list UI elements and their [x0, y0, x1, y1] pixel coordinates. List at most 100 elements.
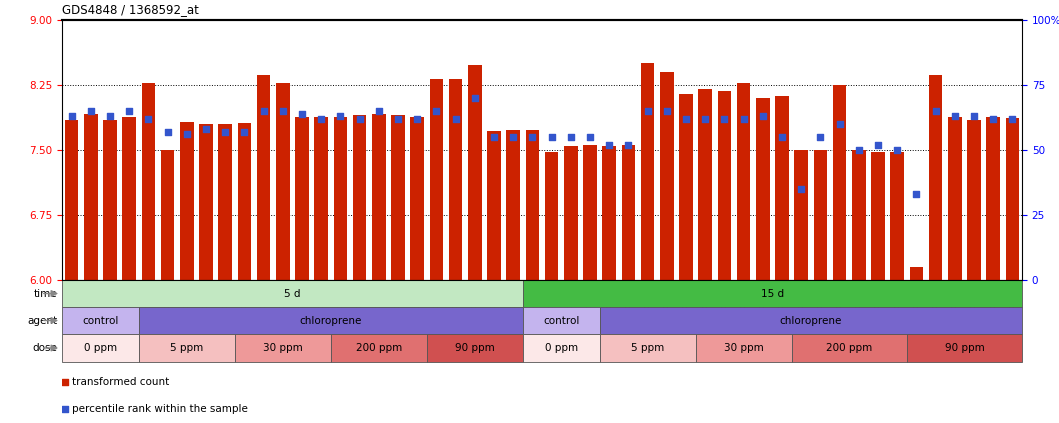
Point — [812, 134, 829, 140]
Bar — [62, 307, 139, 334]
Point — [524, 134, 541, 140]
Bar — [525, 130, 539, 280]
Text: 5 d: 5 d — [284, 288, 301, 299]
Bar — [506, 130, 520, 280]
Bar — [315, 117, 328, 280]
Point — [600, 141, 617, 148]
Text: 0 ppm: 0 ppm — [544, 343, 578, 353]
Bar — [161, 150, 175, 280]
Point — [352, 115, 369, 122]
Bar — [218, 124, 232, 280]
Bar — [794, 150, 808, 280]
Point — [716, 115, 733, 122]
Bar — [907, 334, 1022, 362]
Point — [831, 121, 848, 127]
Bar — [564, 146, 577, 280]
Text: 5 ppm: 5 ppm — [170, 343, 203, 353]
Bar — [852, 150, 865, 280]
Bar — [257, 74, 270, 280]
Point — [505, 134, 522, 140]
Point — [889, 147, 905, 154]
Bar — [330, 334, 427, 362]
Bar — [699, 89, 712, 280]
Bar — [660, 72, 674, 280]
Bar — [84, 114, 97, 280]
Text: 30 ppm: 30 ppm — [723, 343, 764, 353]
Point — [678, 115, 695, 122]
Text: 90 ppm: 90 ppm — [455, 343, 495, 353]
Bar — [468, 65, 482, 280]
Text: 0 ppm: 0 ppm — [84, 343, 116, 353]
Bar — [523, 334, 599, 362]
Text: agent: agent — [28, 316, 57, 326]
Bar — [62, 280, 523, 307]
Bar — [295, 117, 309, 280]
Bar — [813, 150, 827, 280]
Point — [236, 129, 253, 135]
Bar — [599, 307, 1022, 334]
Point — [83, 107, 100, 114]
Point — [850, 147, 867, 154]
Point — [562, 134, 579, 140]
Bar — [430, 79, 443, 280]
Point — [908, 191, 925, 198]
Bar — [123, 117, 136, 280]
Point — [371, 107, 388, 114]
Bar — [449, 79, 463, 280]
Point — [102, 113, 119, 120]
Bar — [641, 63, 654, 280]
Point — [485, 134, 502, 140]
Point — [1004, 115, 1021, 122]
Point — [447, 115, 464, 122]
Bar — [1006, 118, 1019, 280]
Bar — [104, 120, 116, 280]
Bar — [353, 115, 366, 280]
Bar — [545, 152, 558, 280]
Bar — [180, 122, 194, 280]
Point — [985, 115, 1002, 122]
Point — [793, 186, 810, 192]
Point — [390, 115, 407, 122]
Point — [293, 110, 310, 117]
Point — [428, 107, 445, 114]
Text: 15 d: 15 d — [760, 288, 784, 299]
Bar — [603, 146, 616, 280]
Point — [697, 115, 714, 122]
Point — [255, 107, 272, 114]
Text: time: time — [34, 288, 57, 299]
Point — [659, 107, 676, 114]
Bar — [718, 91, 731, 280]
Point — [947, 113, 964, 120]
Point — [56, 406, 73, 412]
Bar — [872, 152, 884, 280]
Point — [198, 126, 215, 132]
Point — [217, 129, 234, 135]
Text: 200 ppm: 200 ppm — [826, 343, 873, 353]
Point — [869, 141, 886, 148]
Text: chloroprene: chloroprene — [300, 316, 362, 326]
Bar — [891, 152, 904, 280]
Bar — [237, 123, 251, 280]
Bar — [584, 145, 596, 280]
Text: transformed count: transformed count — [72, 377, 168, 387]
Text: 5 ppm: 5 ppm — [631, 343, 664, 353]
Text: GDS4848 / 1368592_at: GDS4848 / 1368592_at — [62, 3, 199, 16]
Bar — [929, 74, 943, 280]
Point — [927, 107, 944, 114]
Bar — [599, 334, 696, 362]
Bar — [139, 307, 523, 334]
Point — [140, 115, 157, 122]
Bar — [391, 115, 405, 280]
Point — [754, 113, 771, 120]
Point — [773, 134, 790, 140]
Point — [581, 134, 598, 140]
Bar — [696, 334, 791, 362]
Point — [64, 113, 80, 120]
Point — [409, 115, 426, 122]
Bar — [411, 117, 424, 280]
Text: 30 ppm: 30 ppm — [263, 343, 303, 353]
Bar — [62, 334, 139, 362]
Bar — [372, 114, 385, 280]
Point — [331, 113, 348, 120]
Bar — [334, 117, 347, 280]
